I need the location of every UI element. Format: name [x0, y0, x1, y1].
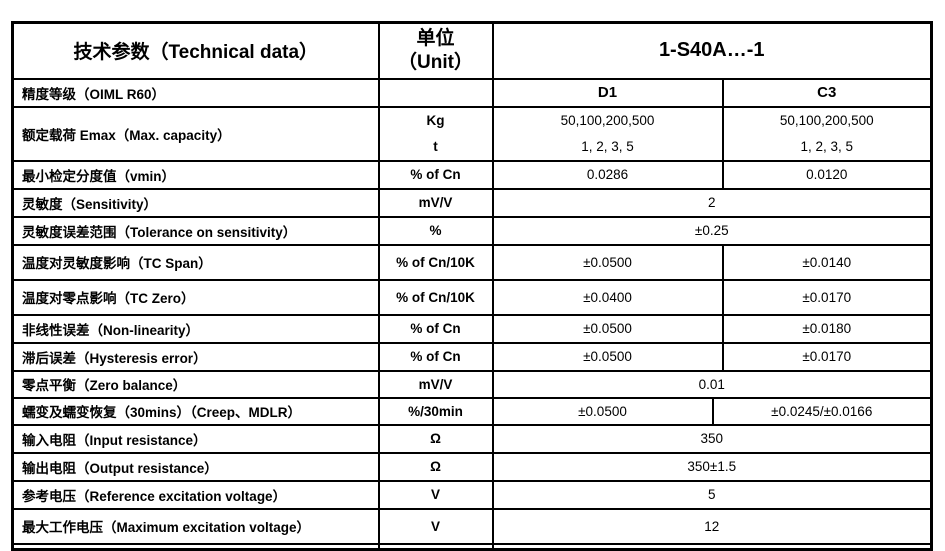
value-d1: ±0.0500: [491, 396, 714, 426]
row-unit: % of Cn/10K: [377, 278, 494, 316]
row-unit: % of Cn/10K: [377, 243, 494, 281]
row-unit: Kg t: [377, 105, 494, 162]
row-label: 蠕变及蠕变恢复（30mins）（Creep、MDLR）: [11, 396, 380, 426]
unit-header-cn: 单位: [416, 27, 455, 49]
model-header: 1-S40A…-1: [491, 21, 933, 80]
table-row: 非线性误差（Non-linearity）% of Cn ±0.0500 ±0.018…: [11, 313, 933, 344]
row-unit: % of Cn: [377, 313, 494, 344]
row-label: 精度等级（OIML R60）: [11, 77, 380, 108]
c3-t: 1, 2, 3, 5: [800, 138, 854, 154]
value-d1: ±0.0400: [491, 278, 724, 316]
value-d1: ±0.0500: [491, 341, 724, 372]
table-row: 零点平衡（Zero balance） mV/V 0.01: [11, 369, 933, 399]
row-unit: mV/V: [377, 369, 494, 399]
table-row: 温度对零点影响（TC Zero）% of Cn/10K ±0.0400 ±0.017…: [11, 278, 933, 316]
row-label: 输入电阻（Input resistance）: [11, 423, 380, 454]
unit-header-en: （Unit）: [398, 51, 473, 73]
row-label: 零点平衡（Zero balance）: [11, 369, 380, 399]
value-d1: ±0.0500: [491, 313, 724, 344]
d1-t: 1, 2, 3, 5: [581, 138, 634, 154]
row-label: 最大工作电压（Maximum excitation voltage）: [11, 507, 380, 545]
table-row: 精度等级（OIML R60） D1 C3: [11, 77, 933, 108]
row-unit: % of Cn: [377, 159, 494, 190]
unit-kg: Kg: [426, 112, 445, 128]
value-all: 350: [491, 423, 933, 454]
row-label: 灵敏度（Sensitivity）: [11, 187, 380, 218]
row-unit: mV/V: [377, 187, 494, 218]
row-unit: Ω: [377, 423, 494, 454]
value-all: 5: [491, 479, 933, 510]
row-label: 非线性误差（Non-linearity）: [11, 313, 380, 344]
value-c3: ±0.0245/±0.0166: [711, 396, 933, 426]
row-label: 输出电阻（Output resistance）: [11, 451, 380, 482]
row-label: 温度对零点影响（TC Zero）: [11, 278, 380, 316]
row-label: 滞后误差（Hysteresis error）: [11, 341, 380, 372]
table-row: 温度对灵敏度影响（TC Span）% of Cn/10K ±0.0500 ±0.01…: [11, 243, 933, 281]
row-unit: %: [377, 215, 494, 246]
value-all: 350±1.5: [491, 451, 933, 482]
table-row: 最小检定分度值（vmin）% of Cn 0.0286 0.0120: [11, 159, 933, 190]
row-unit: V: [377, 507, 494, 545]
value-d1: 0.0286: [491, 159, 724, 190]
value-all: ±0.25: [491, 215, 933, 246]
table-row: 灵敏度误差范围（Tolerance on sensitivity）% ±0.25: [11, 215, 933, 246]
row-label: 最小检定分度值（vmin）: [11, 159, 380, 190]
value-c3: ±0.0180: [721, 313, 933, 344]
row-unit: [377, 77, 494, 108]
table-row: 参考电压（Reference excitation voltage） V 5: [11, 479, 933, 510]
value-c3: ±0.0170: [721, 278, 933, 316]
table-row-partial: [11, 542, 933, 550]
row-unit: %/30min: [377, 396, 494, 426]
unit-header: 单位 （Unit）: [377, 21, 494, 80]
param-header: 技术参数（Technical data）: [11, 21, 380, 80]
c3-kg: 50,100,200,500: [779, 112, 874, 128]
table-row: 输出电阻（Output resistance） Ω 350±1.5: [11, 451, 933, 482]
row-label: 额定载荷 Emax（Max. capacity）: [11, 105, 380, 162]
table-row: 滞后误差（Hysteresis error）% of Cn ±0.0500 ±0.0…: [11, 341, 933, 372]
unit-t: t: [433, 138, 438, 154]
value-c3: ±0.0170: [721, 341, 933, 372]
value-all: 2: [491, 187, 933, 218]
value-c3: 0.0120: [721, 159, 933, 190]
technical-data-table: 技术参数（Technical data） 单位 （Unit） 1-S40A…-1 …: [11, 21, 933, 551]
value-all: 12: [491, 507, 933, 545]
row-label: 参考电压（Reference excitation voltage）: [11, 479, 380, 510]
row-label: 灵敏度误差范围（Tolerance on sensitivity）: [11, 215, 380, 246]
table-row: 输入电阻（Input resistance） Ω 350: [11, 423, 933, 454]
row-unit: V: [377, 479, 494, 510]
capacity-d1: 50,100,200,500 1, 2, 3, 5: [491, 105, 724, 162]
value-c3: ±0.0140: [721, 243, 933, 281]
row-unit: Ω: [377, 451, 494, 482]
grade-d1: D1: [491, 77, 724, 108]
table-row: 最大工作电压（Maximum excitation voltage） V 12: [11, 507, 933, 545]
d1-kg: 50,100,200,500: [560, 112, 655, 128]
grade-c3: C3: [721, 77, 933, 108]
table-row: 额定载荷 Emax（Max. capacity） Kg t 50,100,200,…: [11, 105, 933, 162]
row-unit: % of Cn: [377, 341, 494, 372]
row-label: 温度对灵敏度影响（TC Span）: [11, 243, 380, 281]
table-row: 蠕变及蠕变恢复（30mins）（Creep、MDLR） %/30min ±0.050…: [11, 396, 933, 426]
header-row: 技术参数（Technical data） 单位 （Unit） 1-S40A…-1: [11, 21, 933, 80]
value-all: 0.01: [491, 369, 933, 399]
capacity-c3: 50,100,200,500 1, 2, 3, 5: [721, 105, 933, 162]
value-d1: ±0.0500: [491, 243, 724, 281]
table-row: 灵敏度（Sensitivity） mV/V 2: [11, 187, 933, 218]
